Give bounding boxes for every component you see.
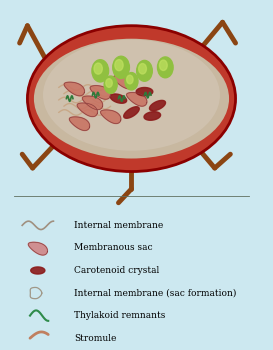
Ellipse shape [34,39,229,159]
Polygon shape [77,103,97,117]
Circle shape [159,60,167,70]
Polygon shape [28,242,48,255]
Polygon shape [150,100,165,111]
Circle shape [106,79,112,88]
Polygon shape [127,93,147,106]
Polygon shape [90,86,111,99]
Ellipse shape [43,40,220,151]
Polygon shape [124,107,139,118]
Text: Stromule: Stromule [74,334,117,343]
Circle shape [158,57,173,78]
Circle shape [115,60,123,71]
Polygon shape [144,112,161,120]
Ellipse shape [27,26,236,172]
Polygon shape [31,267,45,274]
Text: Membranous sac: Membranous sac [74,243,153,252]
Polygon shape [82,96,103,110]
Circle shape [125,72,138,90]
Polygon shape [110,94,127,103]
Text: Internal membrane: Internal membrane [74,221,164,230]
Circle shape [127,75,133,84]
Text: Internal membrane (sac formation): Internal membrane (sac formation) [74,288,237,298]
Circle shape [113,56,129,78]
Polygon shape [114,75,134,89]
Polygon shape [69,117,90,131]
Circle shape [104,76,117,93]
Circle shape [92,60,109,82]
Polygon shape [64,82,84,96]
Circle shape [94,63,102,74]
Text: Carotenoid crystal: Carotenoid crystal [74,266,159,275]
Polygon shape [136,88,153,96]
Circle shape [137,61,152,81]
Circle shape [139,64,146,74]
Polygon shape [100,110,121,124]
Text: Thylakoid remnants: Thylakoid remnants [74,311,166,320]
